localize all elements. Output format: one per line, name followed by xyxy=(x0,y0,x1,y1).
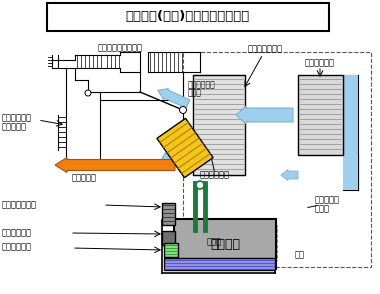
Bar xyxy=(343,155,358,190)
Bar xyxy=(193,75,245,175)
Text: ウォーター: ウォーター xyxy=(315,195,340,204)
FancyBboxPatch shape xyxy=(174,219,276,269)
Bar xyxy=(343,75,358,155)
Text: エバポレーター: エバポレーター xyxy=(248,44,283,53)
Bar xyxy=(183,52,371,267)
Text: エアミックス: エアミックス xyxy=(188,80,216,89)
Bar xyxy=(193,225,277,260)
Text: 吹き出し口: 吹き出し口 xyxy=(2,122,27,131)
FancyArrow shape xyxy=(160,144,190,163)
Bar xyxy=(298,75,343,155)
FancyArrow shape xyxy=(158,88,190,108)
Text: コンプレッサー: コンプレッサー xyxy=(2,200,37,209)
Text: ヒーターコア: ヒーターコア xyxy=(200,170,230,179)
Text: バルブ: バルブ xyxy=(315,204,330,213)
Text: エアコン吹き出し口: エアコン吹き出し口 xyxy=(98,43,142,52)
Text: エアコン(暖房)システム基本構成: エアコン(暖房)システム基本構成 xyxy=(126,11,250,24)
Text: エンジン: エンジン xyxy=(210,238,240,250)
Circle shape xyxy=(85,90,91,96)
Bar xyxy=(164,258,275,270)
Circle shape xyxy=(196,181,204,189)
Text: 暖かい空気: 暖かい空気 xyxy=(72,173,97,182)
Text: バルブ: バルブ xyxy=(188,88,202,97)
Text: ブロアファン: ブロアファン xyxy=(305,58,335,67)
Bar xyxy=(162,231,175,245)
FancyBboxPatch shape xyxy=(47,3,329,31)
Circle shape xyxy=(179,106,187,113)
FancyArrow shape xyxy=(281,170,298,181)
Text: 冷媒: 冷媒 xyxy=(295,250,305,259)
FancyArrow shape xyxy=(236,106,293,124)
Text: コンデンサー: コンデンサー xyxy=(2,242,32,251)
Bar xyxy=(164,243,178,257)
FancyArrow shape xyxy=(55,158,175,173)
Polygon shape xyxy=(157,118,213,178)
Text: 冷却水: 冷却水 xyxy=(207,237,222,246)
Bar xyxy=(162,203,175,225)
Text: ラジエーター: ラジエーター xyxy=(2,228,32,237)
Text: デフロスター: デフロスター xyxy=(2,113,32,122)
